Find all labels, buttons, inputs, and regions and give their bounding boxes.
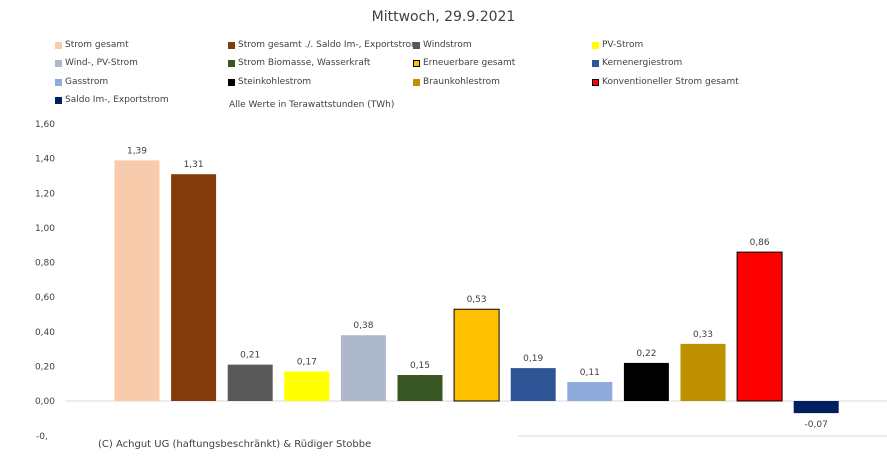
bar xyxy=(227,364,273,401)
legend-label: Steinkohlestrom xyxy=(238,77,312,87)
y-tick-label: 0,00 xyxy=(35,397,55,407)
bar xyxy=(736,251,783,402)
y-tick-label: 0,80 xyxy=(35,259,55,269)
legend-label: Erneuerbare gesamt xyxy=(423,58,516,68)
data-label: 0,11 xyxy=(580,368,600,378)
legend-item: Strom gesamt ./. Saldo Im-, Exportstrom xyxy=(228,40,420,50)
chart-title: Mittwoch, 29.9.2021 xyxy=(371,9,516,25)
legend-swatch xyxy=(55,96,62,104)
data-label: 1,31 xyxy=(184,160,204,170)
legend-swatch xyxy=(413,78,420,86)
unit-note: Alle Werte in Terawattstunden (TWh) xyxy=(229,100,395,110)
data-label: 0,17 xyxy=(297,358,317,368)
legend-label: Strom Biomasse, Wasserkraft xyxy=(238,58,371,68)
bar xyxy=(680,343,726,401)
legend-item: Saldo Im-, Exportstrom xyxy=(55,95,169,105)
legend-swatch xyxy=(55,78,62,86)
legend-item: Strom Biomasse, Wasserkraft xyxy=(228,58,370,68)
bar xyxy=(623,362,669,401)
legend-item: PV-Strom xyxy=(592,40,643,50)
bar xyxy=(397,375,443,401)
bar xyxy=(793,401,839,414)
y-tick-label: 1,20 xyxy=(35,189,55,199)
legend-item: Erneuerbare gesamt xyxy=(413,58,515,68)
data-label: 0,22 xyxy=(636,349,656,359)
bar xyxy=(510,368,556,401)
legend-item: Strom gesamt xyxy=(55,40,129,50)
legend-swatch xyxy=(592,59,599,67)
legend-swatch xyxy=(55,41,62,49)
legend-label: PV-Strom xyxy=(602,40,644,50)
legend-label: Strom gesamt xyxy=(65,40,129,50)
legend-item: Steinkohlestrom xyxy=(228,77,311,87)
legend-label: Strom gesamt ./. Saldo Im-, Exportstrom xyxy=(238,40,420,50)
legend-item: Braunkohlestrom xyxy=(413,77,500,87)
legend-label: Saldo Im-, Exportstrom xyxy=(65,95,169,105)
data-label: 1,39 xyxy=(127,146,147,156)
legend-label: Konventioneller Strom gesamt xyxy=(602,77,739,87)
legend-item: Kernenergiestrom xyxy=(592,58,682,68)
copyright: (C) Achgut UG (haftungsbeschränkt) & Rüd… xyxy=(98,439,372,450)
legend-item: Gasstrom xyxy=(55,77,108,87)
bar xyxy=(114,160,160,401)
legend-label: Braunkohlestrom xyxy=(423,77,500,87)
data-label: 0,53 xyxy=(467,295,487,305)
y-tick-label: 0,60 xyxy=(35,293,55,303)
bar xyxy=(567,381,613,401)
y-tick-label: 1,40 xyxy=(35,155,55,165)
legend-swatch xyxy=(592,41,599,49)
data-label: 0,19 xyxy=(523,354,543,364)
y-tick-label: 0,20 xyxy=(35,362,55,372)
y-tick-label: 1,00 xyxy=(35,224,55,234)
data-label: 0,15 xyxy=(410,361,430,371)
legend-swatch xyxy=(592,78,599,86)
legend-label: Gasstrom xyxy=(65,77,109,87)
bar xyxy=(340,335,386,401)
bar xyxy=(453,308,500,402)
y-tick-label: 0,40 xyxy=(35,328,55,338)
legend-swatch xyxy=(228,59,235,67)
data-label: 0,86 xyxy=(750,238,770,248)
data-label: -0,07 xyxy=(805,420,828,430)
legend-swatch xyxy=(55,59,62,67)
legend-label: Wind-, PV-Strom xyxy=(65,58,138,68)
bar xyxy=(171,174,217,401)
legend-label: Windstrom xyxy=(423,40,472,50)
y-tick-label: 1,60 xyxy=(35,120,55,130)
legend-item: Konventioneller Strom gesamt xyxy=(592,77,739,87)
legend-item: Wind-, PV-Strom xyxy=(55,58,138,68)
legend-swatch xyxy=(228,41,235,49)
footer-box xyxy=(0,430,518,460)
data-label: 0,21 xyxy=(240,351,260,361)
bar xyxy=(284,371,330,401)
y-tick-label-cut: -0, xyxy=(36,432,48,442)
legend-swatch xyxy=(413,59,420,67)
legend-swatch xyxy=(413,41,420,49)
legend-item: Windstrom xyxy=(413,40,472,50)
data-label: 0,33 xyxy=(693,330,713,340)
legend-label: Kernenergiestrom xyxy=(602,58,683,68)
data-label: 0,38 xyxy=(353,321,373,331)
legend-swatch xyxy=(228,78,235,86)
